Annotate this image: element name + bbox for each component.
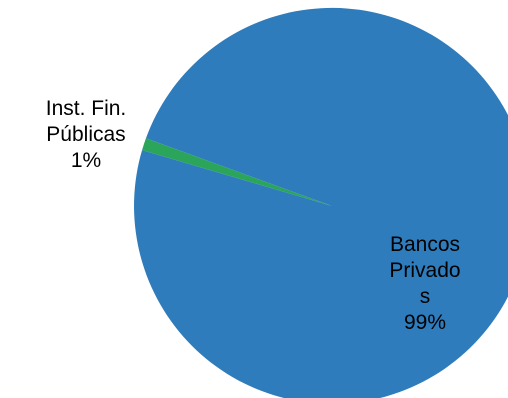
slice-label-line: Bancos: [389, 233, 461, 256]
slice-label-line: Públicas: [46, 123, 126, 146]
slice-label-line: Inst. Fin.: [45, 97, 127, 120]
pie-slice-0: [142, 138, 332, 206]
slice-label-line: s: [419, 285, 431, 308]
pie-slice-1: [134, 7, 508, 398]
slice-label-line: Privado: [389, 259, 461, 282]
slice-percent-label: 1%: [70, 149, 102, 172]
slice-label-bancos-privados: Bancos Privado s 99%: [365, 232, 485, 336]
slice-percent-label: 99%: [403, 311, 447, 334]
slice-label-inst-fin-publicas: Inst. Fin. Públicas 1%: [6, 96, 166, 174]
